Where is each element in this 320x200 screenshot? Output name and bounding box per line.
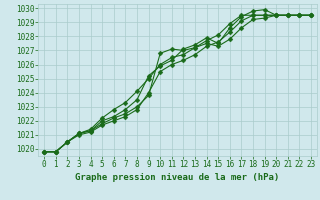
X-axis label: Graphe pression niveau de la mer (hPa): Graphe pression niveau de la mer (hPa) xyxy=(76,173,280,182)
